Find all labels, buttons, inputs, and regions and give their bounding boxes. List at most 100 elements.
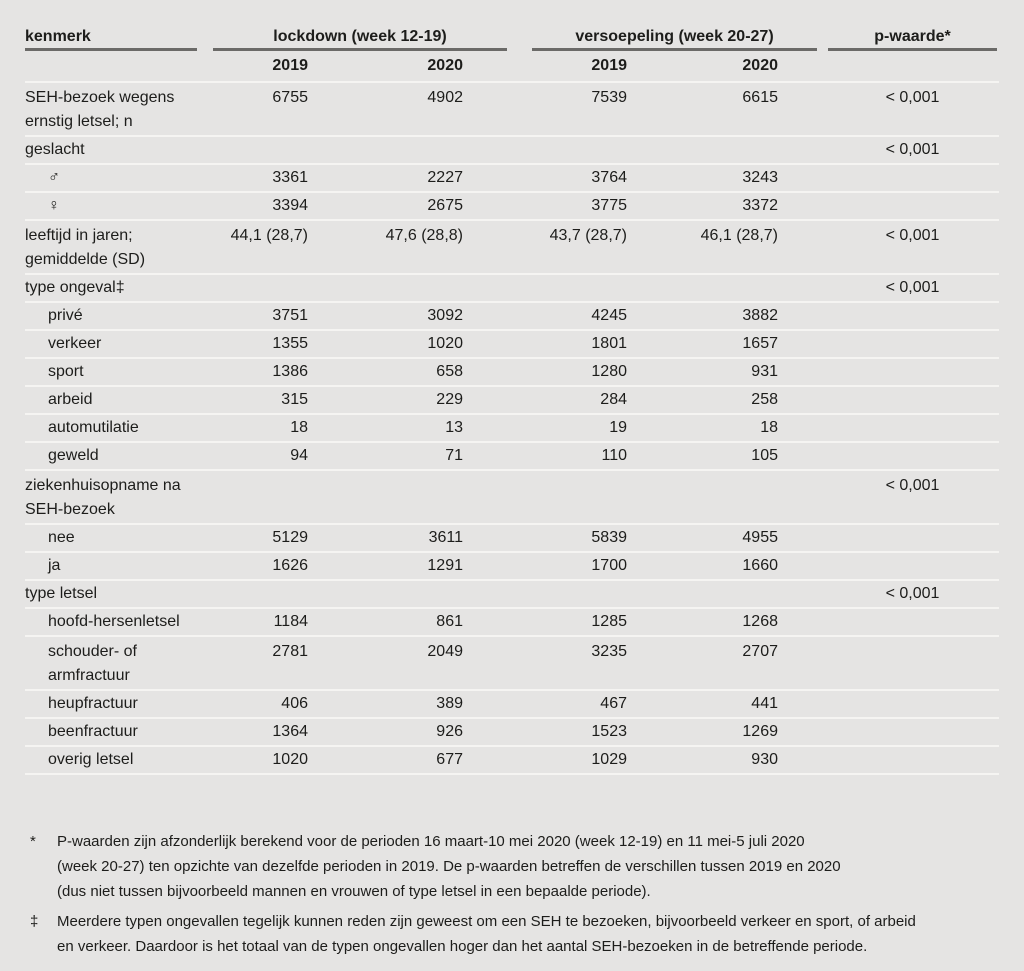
cell-value: 3372 [742, 197, 778, 214]
footnotes: * P-waarden zijn afzonderlijk berekend vo… [25, 829, 999, 959]
cell-value: 3764 [591, 169, 627, 186]
row-label-line: ja [48, 557, 61, 574]
table-row: beenfractuur 1364 926 1523 1269 [25, 717, 999, 745]
table-row: ♂ 3361 2227 3764 3243 [25, 163, 999, 191]
table-row: type letsel < 0,001 [25, 579, 999, 607]
cell-value: 1291 [427, 557, 463, 574]
footnote-line: (week 20-27) ten opzichte van dezelfde p… [57, 858, 841, 875]
cell-value: 5129 [272, 529, 308, 546]
column-group-lockdown: lockdown (week 12-19) [213, 26, 507, 51]
row-label-line: geweld [48, 447, 99, 464]
cell-value: 389 [436, 695, 463, 712]
footnote-line: en verkeer. Daardoor is het totaal van d… [57, 938, 868, 955]
row-label-line: SEH-bezoek wegens [25, 89, 175, 106]
cell-value: 18 [760, 419, 778, 436]
row-label: verkeer [25, 335, 210, 353]
row-label-line: ziekenhuisopname na [25, 477, 181, 494]
table-row: SEH-bezoek wegens ernstig letsel; n 6755 49… [25, 81, 999, 135]
table-row: arbeid 315 229 284 258 [25, 385, 999, 413]
row-label-line: beenfractuur [48, 723, 138, 740]
year-header-lockdown-2020: 2020 [427, 57, 463, 74]
row-label: geweld [25, 447, 210, 465]
year-header-lockdown-2019: 2019 [272, 57, 308, 74]
footnote: * P-waarden zijn afzonderlijk berekend vo… [25, 829, 999, 904]
row-label-line: hoofd-hersenletsel [48, 613, 180, 630]
cell-value: 43,7 (28,7) [549, 227, 627, 244]
table-row: verkeer 1355 1020 1801 1657 [25, 329, 999, 357]
row-label-line: SEH-bezoek [25, 501, 115, 518]
cell-value: 930 [751, 751, 778, 768]
cell-value: 4902 [427, 89, 463, 106]
cell-value: 1029 [591, 751, 627, 768]
table-row: privé 3751 3092 4245 3882 [25, 301, 999, 329]
cell-value: 1660 [742, 557, 778, 574]
row-label: leeftijd in jaren; gemiddelde (SD) [25, 224, 210, 272]
table-row: nee 5129 3611 5839 4955 [25, 523, 999, 551]
row-label: ziekenhuisopname na SEH-bezoek [25, 474, 210, 522]
row-label: beenfractuur [25, 723, 210, 741]
cell-value: 861 [436, 613, 463, 630]
row-label-line: ♂ [48, 169, 60, 186]
table-row: ziekenhuisopname na SEH-bezoek < 0,001 [25, 469, 999, 523]
cell-value: 441 [751, 695, 778, 712]
cell-value: 2227 [427, 169, 463, 186]
cell-value: 658 [436, 363, 463, 380]
cell-value: 1700 [591, 557, 627, 574]
row-label: type ongeval‡ [25, 279, 210, 297]
cell-value: 105 [751, 447, 778, 464]
row-label: nee [25, 529, 210, 547]
cell-value: 1364 [272, 723, 308, 740]
cell-value: 1020 [427, 335, 463, 352]
cell-value: 1801 [591, 335, 627, 352]
row-label-line: geslacht [25, 141, 85, 158]
cell-value: 1523 [591, 723, 627, 740]
cell-value: 6755 [272, 89, 308, 106]
table-header: kenmerk lockdown (week 12-19) versoepeli… [25, 26, 999, 81]
year-header-versoepeling-2020: 2020 [742, 57, 778, 74]
cell-value: 3394 [272, 197, 308, 214]
row-label-line: leeftijd in jaren; [25, 227, 133, 244]
cell-p-value: < 0,001 [885, 585, 940, 602]
row-label-line: ernstig letsel; n [25, 113, 133, 130]
cell-value: 1020 [272, 751, 308, 768]
cell-value: 47,6 (28,8) [385, 227, 463, 244]
column-group-versoepeling: versoepeling (week 20-27) [532, 26, 817, 51]
cell-value: 406 [281, 695, 308, 712]
row-label-line: schouder- of [48, 643, 137, 660]
footnote-line: Meerdere typen ongevallen tegelijk kunne… [57, 913, 916, 930]
footnote-marker: * [30, 833, 36, 850]
cell-value: 677 [436, 751, 463, 768]
table-body: SEH-bezoek wegens ernstig letsel; n 6755 49… [25, 81, 999, 775]
table-row: ja 1626 1291 1700 1660 [25, 551, 999, 579]
table-row: sport 1386 658 1280 931 [25, 357, 999, 385]
footnote-text: P-waarden zijn afzonderlijk berekend voo… [57, 829, 841, 904]
table-row: overig letsel 1020 677 1029 930 [25, 745, 999, 773]
year-header-versoepeling-2019: 2019 [591, 57, 627, 74]
cell-value: 44,1 (28,7) [230, 227, 308, 244]
table-row: geslacht < 0,001 [25, 135, 999, 163]
row-label-line: type ongeval‡ [25, 279, 125, 296]
cell-value: 18 [290, 419, 308, 436]
cell-value: 1626 [272, 557, 308, 574]
cell-value: 3611 [428, 529, 463, 546]
cell-value: 5839 [591, 529, 627, 546]
cell-value: 1280 [591, 363, 627, 380]
cell-value: 1285 [591, 613, 627, 630]
row-label: geslacht [25, 141, 210, 159]
row-label: heupfractuur [25, 695, 210, 713]
row-label: SEH-bezoek wegens ernstig letsel; n [25, 86, 210, 134]
row-label-line: gemiddelde (SD) [25, 251, 146, 268]
cell-value: 3775 [591, 197, 627, 214]
cell-value: 1657 [742, 335, 778, 352]
cell-value: 3361 [272, 169, 308, 186]
cell-value: 2707 [742, 643, 778, 660]
row-label: ♀ [25, 197, 210, 215]
cell-value: 3092 [427, 307, 463, 324]
cell-p-value: < 0,001 [885, 477, 940, 494]
row-label: hoofd-hersenletsel [25, 613, 210, 631]
table-header-row-years: 2019 2020 2019 2020 [25, 51, 999, 81]
cell-p-value: < 0,001 [885, 89, 940, 106]
table-row: automutilatie 18 13 19 18 [25, 413, 999, 441]
cell-value: 6615 [742, 89, 778, 106]
